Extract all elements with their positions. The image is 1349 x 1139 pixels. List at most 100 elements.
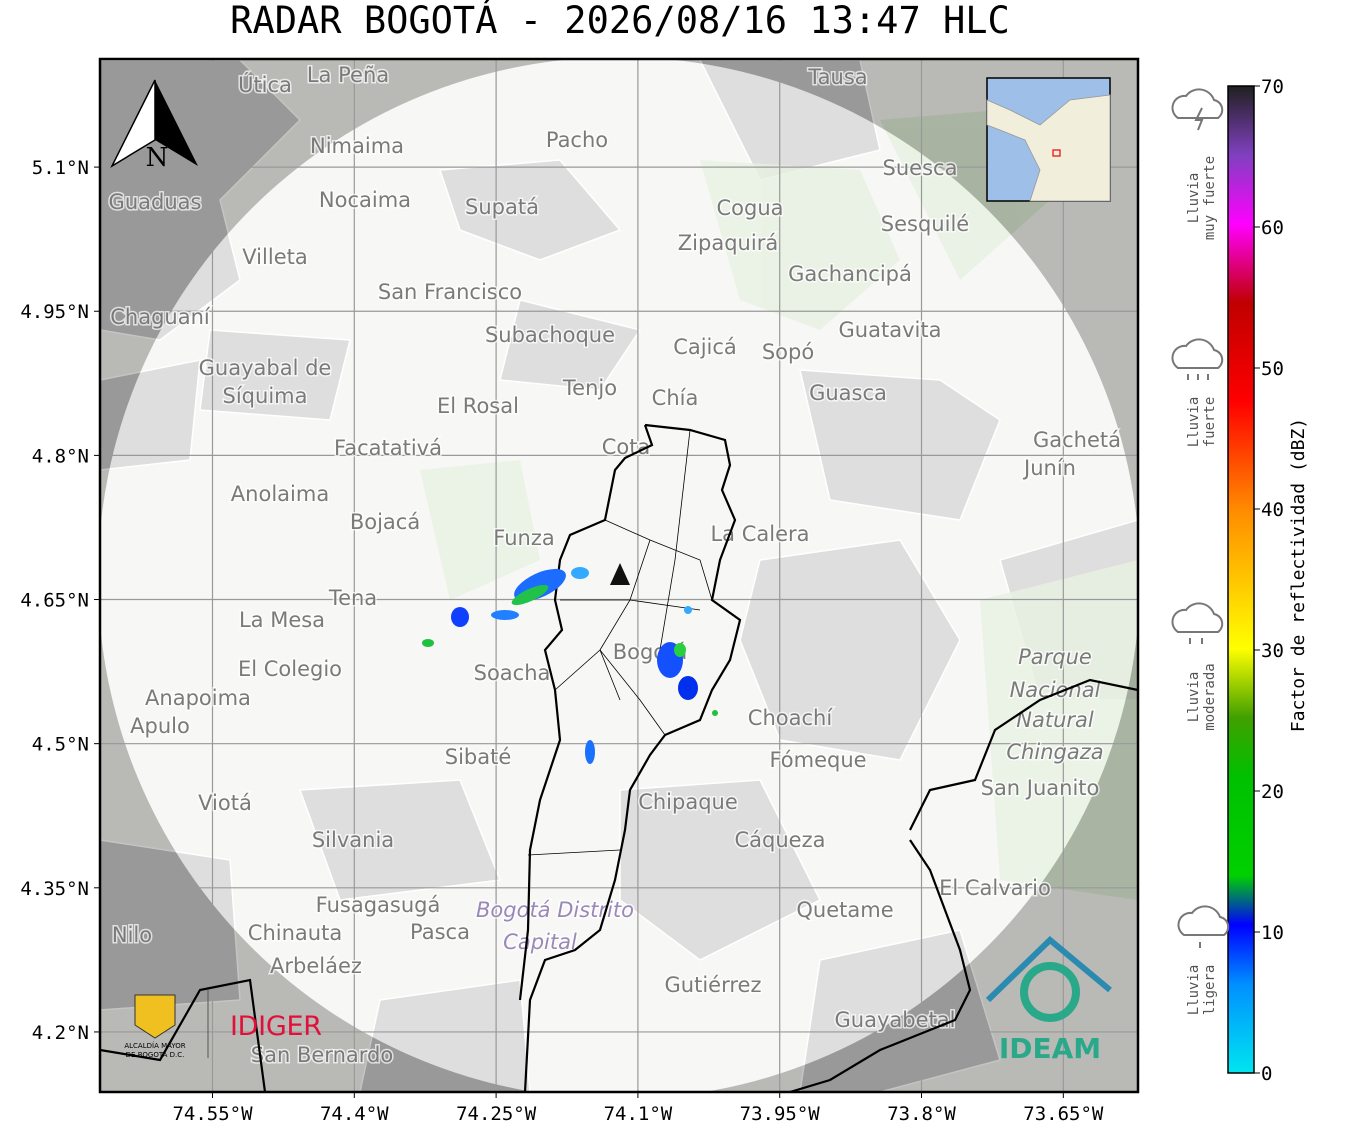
rain-category: Lluvia: [1186, 965, 1202, 1016]
place-label: Bojacá: [350, 510, 420, 534]
alcaldia-line: DE BOGOTÁ D.C.: [126, 1050, 185, 1059]
place-label: Fusagasugá: [316, 893, 441, 917]
colorbar-tick-label: 0: [1261, 1063, 1272, 1085]
place-label: Nimaima: [310, 134, 404, 158]
place-label: Gutiérrez: [665, 973, 762, 997]
place-label: Funza: [493, 526, 554, 550]
x-tick-label: 74.4°W: [320, 1103, 389, 1125]
place-label: Junín: [1022, 456, 1076, 480]
place-label: Fómeque: [769, 748, 866, 772]
y-tick-label: 4.2°N: [32, 1022, 89, 1044]
place-label: Nocaima: [319, 188, 411, 212]
place-label: San Francisco: [378, 280, 522, 304]
place-label: Cáqueza: [735, 828, 826, 852]
x-tick-label: 73.65°W: [1023, 1103, 1104, 1125]
place-label: Tena: [328, 586, 377, 610]
place-label: Arbeláez: [270, 954, 362, 978]
rain-category: ligera: [1202, 965, 1218, 1016]
alcaldia-line: ALCALDÍA MAYOR: [124, 1041, 185, 1050]
place-labels: La Peña Útica Tausa Pacho Nimaima Guaduas Noca…: [107, 62, 1122, 1069]
colorbar-tick-label: 70: [1261, 76, 1284, 98]
x-tick-label: 73.8°W: [887, 1103, 956, 1125]
north-label: N: [146, 143, 169, 173]
x-tick-label: 74.1°W: [604, 1103, 673, 1125]
north-arrow: N: [110, 79, 198, 173]
place-label: Facatativá: [334, 436, 442, 460]
map-frame: [98, 57, 1140, 1094]
idiger-logo: IDIGER: [230, 1011, 322, 1042]
place-label: Cogua: [716, 196, 783, 220]
rain-category: moderada: [1202, 663, 1218, 730]
place-label: Guayabetal: [835, 1008, 956, 1032]
place-label: Pasca: [410, 920, 470, 944]
place-label: Sibaté: [445, 745, 512, 769]
place-label: Tausa: [807, 65, 867, 89]
grid: [100, 59, 1138, 1092]
colorbar-tick-label: 10: [1261, 922, 1284, 944]
place-label: Parque: [1018, 645, 1092, 669]
place-label: Apulo: [130, 714, 190, 738]
place-label: El Calvario: [939, 876, 1051, 900]
place-label: Choachí: [748, 706, 834, 730]
place-label: La Peña: [307, 63, 389, 87]
place-label: Zipaquirá: [678, 231, 778, 255]
place-label: Cota: [602, 435, 651, 459]
rain-category: muy fuerte: [1202, 156, 1218, 240]
x-tick-label: 74.25°W: [456, 1103, 537, 1125]
place-label: Viotá: [198, 791, 252, 815]
map: La Peña Útica Tausa Pacho Nimaima Guaduas Noca…: [100, 59, 1138, 1092]
y-tick-label: 4.8°N: [32, 445, 89, 467]
colorbar-tick-label: 60: [1261, 217, 1284, 239]
x-tick-label: 73.95°W: [740, 1103, 821, 1125]
place-label: Chinauta: [248, 921, 342, 945]
place-label: Bogotá Distrito: [476, 898, 634, 922]
place-label: Chipaque: [638, 790, 738, 814]
place-label: Suesca: [883, 156, 958, 180]
place-label: Guasca: [809, 381, 887, 405]
place-label: Chaguaní: [110, 305, 211, 329]
place-label: San Bernardo: [251, 1043, 393, 1067]
place-label: Pacho: [546, 128, 608, 152]
radar-echoes: [422, 567, 718, 764]
boundaries: [100, 423, 1138, 1092]
rain-icons: [1171, 88, 1230, 948]
localities: [527, 429, 713, 856]
place-label: Sesquilé: [881, 212, 969, 236]
place-label: Quetame: [796, 898, 893, 922]
place-label: Nilo: [112, 923, 152, 947]
logos: ALCALDÍA MAYOR DE BOGOTÁ D.C. IDIGER IDE…: [124, 935, 1112, 1065]
place-label: La Calera: [710, 522, 809, 546]
title: RADAR BOGOTÁ - 2026/08/16 13:47 HLC: [230, 0, 1010, 42]
place-label: Gachancipá: [788, 262, 912, 286]
rain-category: Lluvia: [1186, 672, 1202, 723]
place-label: Soacha: [474, 661, 551, 685]
place-label: Útica: [238, 72, 292, 97]
y-tick-label: 4.5°N: [32, 734, 89, 756]
place-label: Guaduas: [109, 190, 202, 214]
ideam-logo: IDEAM: [999, 1032, 1101, 1065]
rain-category: Lluvia: [1186, 397, 1202, 448]
radar-site: [610, 563, 630, 585]
place-label: Anolaima: [231, 482, 329, 506]
axes: 74.55°W 74.4°W 74.25°W 74.1°W 73.95°W 73.8°W 7…: [20, 76, 1284, 1125]
inset-map: [986, 77, 1111, 202]
place-label: Anapoima: [145, 686, 251, 710]
y-tick-label: 5.1°N: [32, 157, 89, 179]
colorbar-tick-label: 40: [1261, 499, 1284, 521]
place-label: Sopó: [762, 340, 814, 364]
rain-category: fuerte: [1202, 397, 1218, 448]
place-label: Subachoque: [485, 323, 615, 347]
place-label: Guatavita: [839, 318, 942, 342]
colorbar-label: Factor de reflectividad (dBZ): [1288, 418, 1309, 732]
place-label: Supatá: [465, 195, 539, 219]
colorbar-tick-label: 50: [1261, 358, 1284, 380]
place-label: Natural: [1016, 708, 1094, 732]
y-tick-label: 4.95°N: [20, 301, 89, 323]
y-tick-label: 4.65°N: [20, 590, 89, 612]
rain-category: Lluvia: [1186, 173, 1202, 224]
place-label: El Colegio: [238, 657, 342, 681]
colorbar-tick-label: 20: [1261, 781, 1284, 803]
x-tick-label: 74.55°W: [172, 1103, 253, 1125]
place-label: Gachetá: [1033, 428, 1121, 452]
